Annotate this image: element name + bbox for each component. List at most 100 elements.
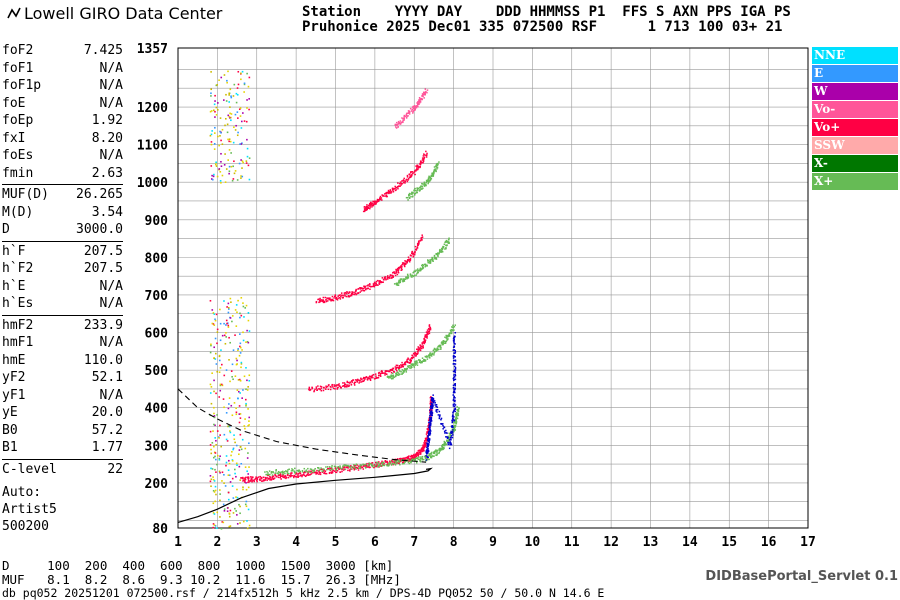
- trace-point: [427, 440, 430, 442]
- trace-point: [409, 259, 412, 261]
- trace-point: [416, 246, 419, 249]
- trace-point: [445, 247, 447, 250]
- trace-point: [448, 332, 451, 335]
- trace-point: [348, 384, 350, 386]
- trace-point: [261, 480, 264, 482]
- trace-point: [430, 411, 433, 413]
- trace-point: [440, 422, 443, 425]
- es-echo-point: [227, 302, 230, 305]
- trace-point: [352, 466, 355, 469]
- trace-point: [360, 290, 363, 292]
- trace-point: [411, 191, 413, 194]
- trace-point: [453, 403, 456, 405]
- trace-point: [427, 431, 429, 433]
- es-echo-point: [247, 473, 250, 475]
- es-echo-point: [227, 425, 229, 428]
- trace-point: [375, 377, 377, 379]
- trace-point: [283, 471, 286, 473]
- es-echo-point: [237, 117, 239, 119]
- trace-point: [443, 442, 446, 444]
- trace-point: [367, 206, 369, 209]
- trace-point: [403, 363, 406, 365]
- es-echo-point: [240, 462, 243, 465]
- trace-point: [454, 332, 457, 334]
- trace-point: [418, 240, 420, 242]
- es-echo-point: [229, 509, 232, 512]
- es-echo-point: [236, 488, 238, 491]
- trace-point: [430, 413, 433, 416]
- es-echo-point: [213, 173, 215, 176]
- trace-point: [382, 461, 384, 464]
- trace-point: [307, 474, 309, 476]
- trace-point: [404, 115, 406, 118]
- trace-point: [424, 444, 427, 446]
- trace-point: [325, 472, 328, 475]
- es-echo-point: [219, 434, 221, 436]
- trace-point: [450, 442, 452, 444]
- trace-point: [437, 252, 439, 254]
- trace-point: [412, 456, 414, 459]
- trace-point: [433, 455, 435, 457]
- trace-point: [397, 187, 399, 190]
- trace-point: [371, 374, 374, 377]
- trace-point: [344, 468, 347, 471]
- trace-point: [415, 269, 417, 271]
- trace-point: [319, 473, 322, 476]
- trace-point: [269, 479, 271, 481]
- trace-point: [441, 248, 443, 250]
- trace-point: [351, 380, 353, 382]
- trace-point: [423, 342, 425, 345]
- trace-point: [270, 472, 273, 474]
- trace-point: [408, 197, 411, 199]
- trace-point: [419, 345, 422, 347]
- trace-point: [380, 370, 383, 373]
- trace-point: [454, 408, 456, 410]
- trace-point: [414, 457, 417, 459]
- trace-point: [416, 187, 418, 190]
- es-echo-point: [240, 448, 243, 451]
- trace-point: [295, 472, 298, 474]
- param-separator: [2, 458, 123, 460]
- trace-point: [451, 330, 454, 332]
- trace-point: [319, 301, 321, 303]
- trace-point: [426, 451, 429, 454]
- trace-point: [425, 442, 428, 444]
- trace-point: [422, 446, 425, 448]
- trace-point: [362, 465, 365, 467]
- trace-point: [422, 458, 425, 461]
- trace-point: [317, 469, 320, 472]
- trace-point: [422, 445, 425, 447]
- trace-point: [376, 463, 378, 465]
- trace-point: [357, 292, 359, 294]
- trace-point: [264, 471, 266, 473]
- trace-point: [336, 470, 339, 472]
- trace-point: [419, 349, 422, 352]
- es-echo-point: [240, 73, 242, 75]
- trace-point: [369, 203, 371, 205]
- trace-point: [429, 432, 432, 435]
- trace-point: [279, 471, 282, 474]
- es-echo-point: [227, 491, 230, 494]
- trace-point: [400, 371, 402, 373]
- trace-point: [420, 448, 423, 451]
- trace-point: [406, 358, 408, 361]
- trace-point: [391, 369, 393, 371]
- trace-point: [389, 370, 391, 373]
- trace-point: [377, 461, 380, 463]
- trace-point: [272, 478, 275, 480]
- trace-point: [408, 361, 410, 364]
- trace-point: [380, 465, 383, 467]
- trace-point: [413, 189, 415, 191]
- trace-point: [409, 358, 412, 361]
- trace-point: [302, 473, 305, 476]
- trace-point: [390, 460, 392, 463]
- trace-point: [405, 116, 408, 118]
- trace-point: [428, 260, 431, 263]
- trace-point: [365, 288, 367, 290]
- trace-point: [370, 201, 372, 204]
- trace-point: [405, 196, 408, 199]
- trace-point: [431, 409, 433, 411]
- trace-point: [442, 340, 445, 342]
- trace-point: [365, 208, 368, 211]
- trace-point: [452, 363, 455, 365]
